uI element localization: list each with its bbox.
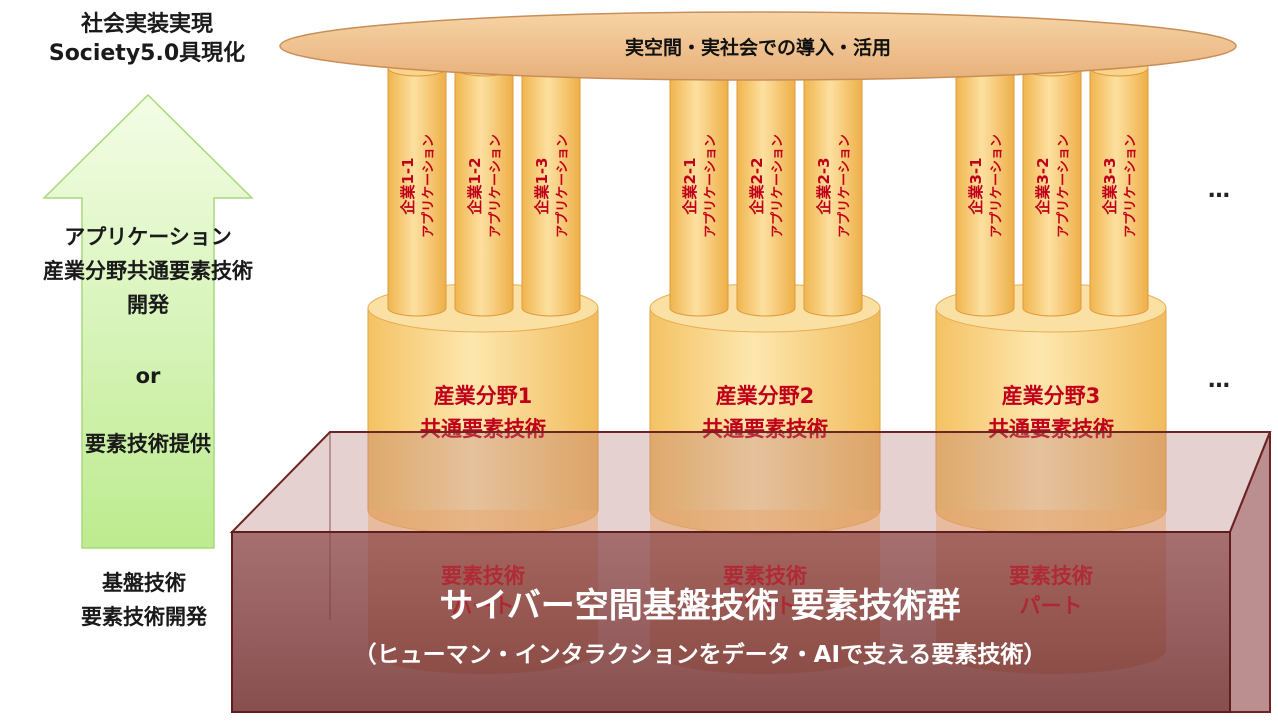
pillar-2-1: 企業2-1 アプリケーション bbox=[669, 59, 729, 317]
pillar-3-1-label-line-1: 企業3-1 bbox=[967, 157, 985, 215]
pillar-body-1-1 bbox=[387, 67, 447, 317]
pillar-body-1-3 bbox=[521, 67, 581, 317]
application-label-line-2: 産業分野共通要素技術 bbox=[43, 259, 253, 283]
application-pillars: 企業1-1 アプリケーション 企業1-2 アプリケーション 企業1-3 アプリケーション企… bbox=[387, 59, 1149, 317]
industry-1-part-line-1: 要素技術 bbox=[441, 564, 525, 588]
pillar-2-3-label-line-1: 企業2-3 bbox=[815, 157, 833, 215]
pillar-3-2-label-line-2: アプリケーション bbox=[1057, 134, 1072, 238]
top-label-line-1: 社会実装実現 bbox=[80, 12, 213, 37]
pillar-2-2: 企業2-2 アプリケーション bbox=[736, 59, 796, 317]
pillar-2-2-label-line-2: アプリケーション bbox=[771, 134, 786, 238]
application-label-line-1: アプリケーション bbox=[64, 225, 232, 249]
pillar-body-1-2 bbox=[454, 67, 514, 317]
base-box-subtitle: （ヒューマン・インタラクションをデータ・AIで支える要素技術） bbox=[354, 641, 1047, 668]
pillar-2-1-label-line-2: アプリケーション bbox=[704, 134, 719, 238]
pillar-body-3-2 bbox=[1022, 67, 1082, 317]
industry-2-part-line-2: パート bbox=[734, 594, 797, 618]
pillar-1-1-label-line-2: アプリケーション bbox=[422, 134, 437, 238]
industry-1-label-line-2: 共通要素技術 bbox=[420, 417, 546, 441]
industry-2-label-line-2: 共通要素技術 bbox=[702, 417, 828, 441]
top-disc-label: 実空間・実社会での導入・活用 bbox=[625, 36, 891, 59]
pillar-body-3-1 bbox=[955, 67, 1015, 317]
pillar-2-3-label-line-2: アプリケーション bbox=[838, 134, 853, 238]
pillar-3-1: 企業3-1 アプリケーション bbox=[955, 59, 1015, 317]
pillar-1-3-label-line-1: 企業1-3 bbox=[533, 157, 551, 215]
pillar-2-3: 企業2-3 アプリケーション bbox=[803, 59, 863, 317]
pillar-1-3-label-line-2: アプリケーション bbox=[556, 134, 571, 238]
pillar-3-3-label-line-1: 企業3-3 bbox=[1101, 157, 1119, 215]
pillar-3-2-label-line-1: 企業3-2 bbox=[1034, 157, 1052, 215]
pillar-1-1: 企業1-1 アプリケーション bbox=[387, 59, 447, 317]
provide-label: 要素技術提供 bbox=[85, 432, 211, 456]
base-box-title: サイバー空間基盤技術 要素技術群 bbox=[439, 586, 960, 626]
ellipsis-top: … bbox=[1208, 178, 1232, 203]
industry-2-part-line-1: 要素技術 bbox=[723, 564, 807, 588]
pillar-3-2: 企業3-2 アプリケーション bbox=[1022, 59, 1082, 317]
pillar-body-2-2 bbox=[736, 67, 796, 317]
industry-3-label-line-2: 共通要素技術 bbox=[988, 417, 1114, 441]
bottom-label-line-2: 要素技術開発 bbox=[81, 605, 207, 629]
industry-1-part-line-2: パート bbox=[452, 594, 515, 618]
pillar-3-3-label-line-2: アプリケーション bbox=[1124, 134, 1139, 238]
pillar-3-3: 企業3-3 アプリケーション bbox=[1089, 59, 1149, 317]
base-box bbox=[229, 431, 1272, 713]
pillar-body-2-3 bbox=[803, 67, 863, 317]
base-box-front bbox=[231, 531, 1231, 713]
application-label: アプリケーション 産業分野共通要素技術 開発 bbox=[0, 220, 296, 322]
industry-3-label-line-1: 産業分野3 bbox=[1002, 384, 1101, 408]
pillar-body-2-1 bbox=[669, 67, 729, 317]
bottom-label: 基盤技術 要素技術開発 bbox=[14, 566, 274, 634]
industry-1-label-line-1: 産業分野1 bbox=[434, 384, 533, 408]
pillar-1-2-label-line-2: アプリケーション bbox=[489, 134, 504, 238]
ellipsis-middle: … bbox=[1208, 368, 1232, 393]
pillar-1-1-label-line-1: 企業1-1 bbox=[399, 157, 417, 215]
pillar-body-3-3 bbox=[1089, 67, 1149, 317]
pillar-1-3: 企業1-3 アプリケーション bbox=[521, 59, 581, 317]
industry-3-part-line-2: パート bbox=[1020, 594, 1083, 618]
industry-2-label-line-1: 産業分野2 bbox=[716, 384, 815, 408]
up-arrow-icon bbox=[42, 93, 254, 549]
pillar-1-2: 企業1-2 アプリケーション bbox=[454, 59, 514, 317]
or-label: or bbox=[135, 364, 161, 388]
industry-3-part-line-1: 要素技術 bbox=[1009, 564, 1093, 588]
pillar-1-2-label-line-1: 企業1-2 bbox=[466, 157, 484, 215]
pillar-2-2-label-line-1: 企業2-2 bbox=[748, 157, 766, 215]
bottom-label-line-1: 基盤技術 bbox=[102, 571, 186, 595]
pillar-2-1-label-line-1: 企業2-1 bbox=[681, 157, 699, 215]
top-label: 社会実装実現 Society5.0具現化 bbox=[14, 10, 280, 68]
pillar-3-1-label-line-2: アプリケーション bbox=[990, 134, 1005, 238]
top-label-line-2: Society5.0具現化 bbox=[48, 41, 246, 66]
top-disc bbox=[279, 11, 1237, 81]
application-label-line-3: 開発 bbox=[127, 293, 169, 317]
